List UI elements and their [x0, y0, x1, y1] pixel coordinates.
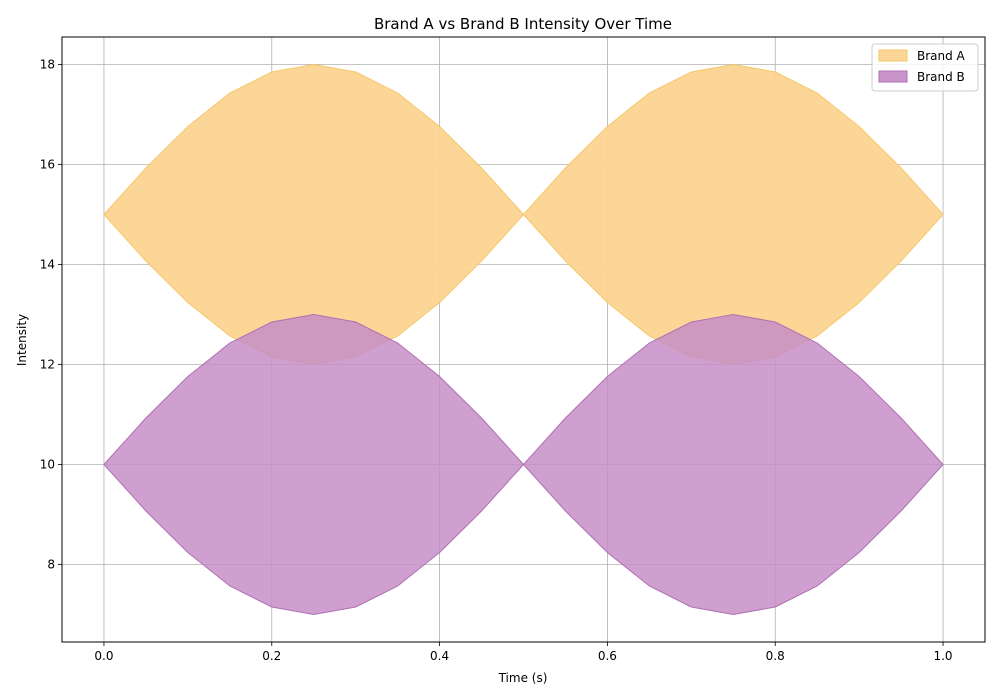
plot-frame — [61, 36, 986, 643]
x-axis-title: Time (s) — [498, 671, 548, 685]
x-tick-label: 0.4 — [430, 649, 449, 663]
plot-areas — [103, 63, 944, 616]
legend-swatch-brand-a — [878, 49, 908, 62]
x-tick-label: 0.8 — [766, 649, 785, 663]
x-tick-label: 0.6 — [598, 649, 617, 663]
y-tick-label: 18 — [40, 58, 55, 72]
y-tick-label: 12 — [40, 358, 55, 372]
x-tick-label: 1.0 — [933, 649, 952, 663]
y-tick-label: 14 — [40, 258, 55, 272]
y-tick-label: 8 — [47, 558, 55, 572]
x-tick-label: 0.2 — [262, 649, 281, 663]
y-axis-title: Intensity — [15, 314, 29, 366]
legend-label-brand-a: Brand A — [917, 49, 966, 63]
y-axis-ticks: 8 10 12 14 16 18 — [40, 58, 62, 572]
y-tick-label: 10 — [40, 458, 55, 472]
x-tick-label: 0.0 — [94, 649, 113, 663]
legend-label-brand-b: Brand B — [917, 70, 965, 84]
chart-title: Brand A vs Brand B Intensity Over Time — [374, 15, 672, 33]
y-tick-label: 16 — [40, 158, 55, 172]
legend: Brand A Brand B — [871, 43, 979, 92]
x-axis-ticks: 0.0 0.2 0.4 0.6 0.8 1.0 — [94, 642, 953, 663]
area-brand-b — [103, 313, 944, 616]
legend-swatch-brand-b — [878, 70, 908, 83]
